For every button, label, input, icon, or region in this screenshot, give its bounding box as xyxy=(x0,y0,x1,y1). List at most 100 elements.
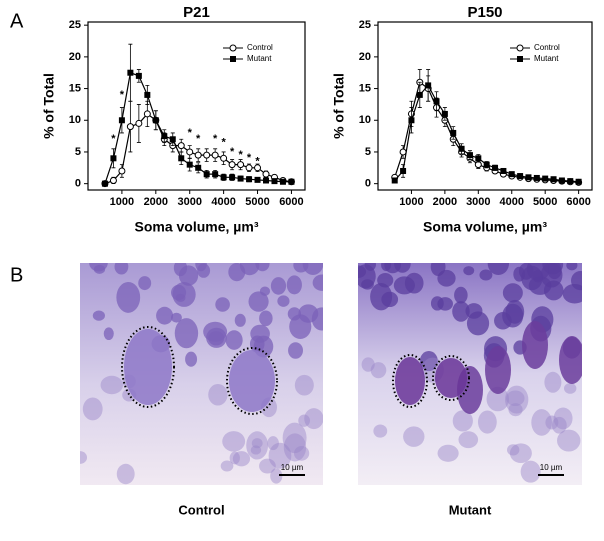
cell xyxy=(246,431,269,460)
x-tick-label: 6000 xyxy=(279,196,303,208)
x-tick-label: 2000 xyxy=(144,196,168,208)
cell xyxy=(540,263,563,288)
data-point xyxy=(143,110,151,118)
data-point xyxy=(110,155,117,162)
cell xyxy=(286,275,302,295)
data-point xyxy=(450,129,457,136)
cell xyxy=(270,468,283,484)
cell xyxy=(454,286,468,304)
plot-frame xyxy=(87,21,306,191)
x-tick-label: 6000 xyxy=(566,196,590,208)
data-point xyxy=(135,72,142,79)
chart: 1000 2000 3000 4000 5000 6000 0 5 10 15 20 25 P21 Som… xyxy=(41,4,306,235)
cell xyxy=(259,310,273,327)
cell xyxy=(93,264,106,274)
cell xyxy=(228,263,246,282)
data-point xyxy=(152,117,159,124)
cell xyxy=(80,451,88,464)
cell xyxy=(116,463,135,485)
annotation: * xyxy=(247,152,252,164)
data-point xyxy=(263,177,270,184)
cell xyxy=(509,443,532,464)
cell xyxy=(250,324,270,343)
cell xyxy=(452,410,473,432)
cell xyxy=(452,301,470,322)
y-tick-label: 15 xyxy=(359,82,371,94)
neuron xyxy=(522,321,548,369)
cell xyxy=(259,458,276,474)
x-tick-label: 2000 xyxy=(433,196,457,208)
legend-label: Control xyxy=(247,43,273,52)
cell xyxy=(553,407,573,430)
cell xyxy=(294,445,310,461)
legend-marker xyxy=(230,56,236,62)
data-point xyxy=(279,178,286,185)
legend-label: Mutant xyxy=(247,54,272,63)
cell xyxy=(267,436,279,451)
neuron xyxy=(559,336,582,384)
cell xyxy=(100,375,124,395)
cell xyxy=(138,276,152,291)
cell xyxy=(545,415,559,430)
y-tick-label: 20 xyxy=(359,51,371,63)
data-point xyxy=(211,151,219,159)
cell xyxy=(248,291,269,312)
cell xyxy=(531,409,552,436)
cell xyxy=(506,390,525,407)
soma xyxy=(435,358,467,398)
data-point xyxy=(458,145,465,152)
cell xyxy=(508,403,523,417)
chart-title: P21 xyxy=(183,4,210,21)
cell xyxy=(502,283,523,303)
cell xyxy=(203,321,228,342)
data-point xyxy=(483,161,490,168)
cell xyxy=(437,297,453,311)
cell xyxy=(114,263,129,275)
data-point xyxy=(228,161,236,169)
data-point xyxy=(194,151,202,159)
data-point xyxy=(254,176,261,183)
data-point xyxy=(118,117,125,124)
data-point xyxy=(558,177,565,184)
cell xyxy=(403,426,425,447)
y-tick-label: 25 xyxy=(69,19,81,31)
cell xyxy=(370,362,387,379)
x-tick-label: 4000 xyxy=(211,196,235,208)
data-point xyxy=(500,167,507,174)
micrograph-caption: Mutant xyxy=(449,502,492,517)
cell xyxy=(437,444,459,462)
data-point xyxy=(212,171,219,178)
cell xyxy=(544,371,562,393)
panel-label: A xyxy=(10,10,24,32)
cell xyxy=(463,266,475,276)
data-point xyxy=(203,171,210,178)
cell xyxy=(282,422,307,454)
y-tick-label: 25 xyxy=(359,19,371,31)
scale-bar-label: 10 µm xyxy=(281,463,304,472)
x-axis-label: Soma volume, µm³ xyxy=(135,219,259,235)
data-point xyxy=(550,176,557,183)
cell xyxy=(302,263,323,275)
y-tick-label: 5 xyxy=(75,146,81,158)
annotation: * xyxy=(221,136,226,148)
cell xyxy=(521,265,543,291)
data-point xyxy=(177,142,185,150)
data-point xyxy=(186,148,194,156)
cell xyxy=(92,310,105,321)
data-point xyxy=(399,148,407,156)
cell xyxy=(551,416,567,434)
cell xyxy=(487,263,510,275)
y-tick-label: 10 xyxy=(359,114,371,126)
cell xyxy=(486,386,510,412)
cell xyxy=(520,460,541,483)
y-axis-label: % of Total xyxy=(331,73,347,139)
data-point xyxy=(408,117,415,124)
data-point xyxy=(262,170,270,178)
data-point xyxy=(575,178,582,185)
cell xyxy=(277,295,290,307)
micrograph: 10 µm Control xyxy=(80,263,323,517)
cell xyxy=(566,263,578,271)
cell xyxy=(404,272,424,294)
data-point xyxy=(245,164,253,172)
